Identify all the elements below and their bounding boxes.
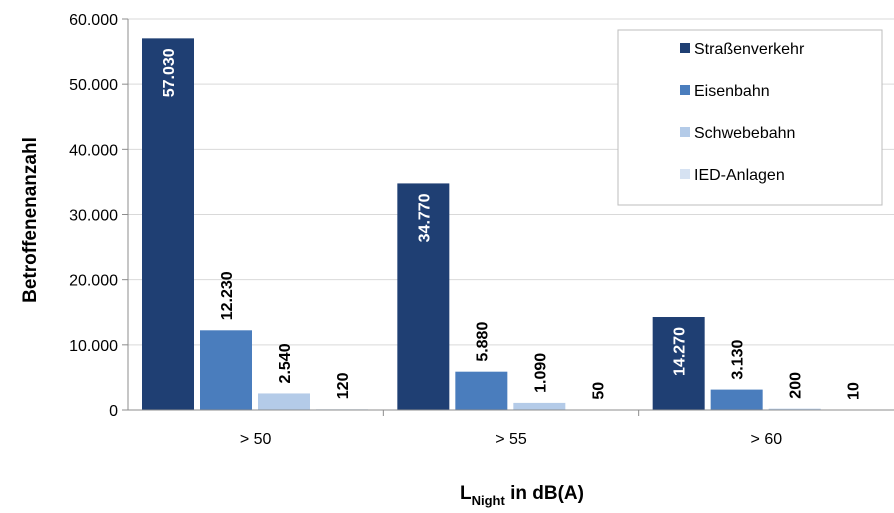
bar bbox=[258, 393, 310, 410]
data-labels: 57.030 12.230 2.540 120 34.770 5.880 1.090 50 14… bbox=[161, 48, 863, 400]
data-label: 10 bbox=[846, 382, 863, 400]
legend-swatch bbox=[680, 85, 690, 95]
bars-group bbox=[142, 38, 879, 411]
data-label: 200 bbox=[788, 372, 805, 399]
bar bbox=[397, 183, 450, 410]
data-label: 57.030 bbox=[161, 48, 178, 97]
y-axis-title: Betroffenenanzahl bbox=[20, 137, 41, 303]
x-axis-title: LNight in dB(A) bbox=[460, 483, 584, 508]
x-category-label: > 60 bbox=[751, 431, 783, 448]
legend-label: Straßenverkehr bbox=[694, 41, 805, 58]
y-tick-label: 40.000 bbox=[69, 142, 118, 159]
x-category-labels: > 50 > 55 > 60 bbox=[240, 431, 782, 448]
legend-label: IED-Anlagen bbox=[694, 167, 785, 184]
bar bbox=[200, 330, 252, 410]
bar bbox=[710, 389, 763, 410]
y-tick-label: 50.000 bbox=[69, 77, 118, 94]
legend-label: Schwebebahn bbox=[694, 125, 795, 142]
y-tick-labels: 0 10.000 20.000 30.000 40.000 50.000 60.000 bbox=[69, 12, 118, 420]
bar bbox=[142, 38, 194, 411]
data-label: 34.770 bbox=[416, 193, 433, 242]
data-label: 12.230 bbox=[219, 271, 236, 320]
y-tick-label: 20.000 bbox=[69, 273, 118, 290]
axes bbox=[127, 19, 894, 416]
bar bbox=[455, 371, 508, 410]
y-tick-label: 30.000 bbox=[69, 208, 118, 225]
x-axis-title-rest: in dB(A) bbox=[505, 483, 584, 504]
data-label: 50 bbox=[590, 382, 607, 400]
data-label: 1.090 bbox=[532, 353, 549, 393]
y-tick-label: 60.000 bbox=[69, 12, 118, 29]
legend-swatch bbox=[680, 169, 690, 179]
legend: Straßenverkehr Eisenbahn Schwebebahn IED-An… bbox=[617, 29, 883, 206]
bar bbox=[652, 317, 705, 410]
legend-label: Eisenbahn bbox=[694, 83, 770, 100]
x-category-label: > 55 bbox=[495, 431, 527, 448]
data-label: 2.540 bbox=[277, 343, 294, 383]
data-label: 5.880 bbox=[474, 322, 491, 362]
data-label: 3.130 bbox=[730, 339, 747, 379]
x-axis-title-subscript: Night bbox=[472, 493, 506, 508]
y-tick-label: 10.000 bbox=[69, 338, 118, 355]
x-axis-title-main: L bbox=[460, 483, 472, 504]
legend-swatch bbox=[680, 127, 690, 137]
bar bbox=[768, 408, 821, 410]
y-tick-label: 0 bbox=[109, 403, 118, 420]
legend-swatch bbox=[680, 43, 690, 53]
data-label: 14.270 bbox=[672, 327, 689, 376]
x-category-label: > 50 bbox=[240, 431, 272, 448]
data-label: 120 bbox=[335, 372, 352, 399]
legend-box bbox=[617, 29, 883, 206]
bar bbox=[513, 402, 566, 410]
